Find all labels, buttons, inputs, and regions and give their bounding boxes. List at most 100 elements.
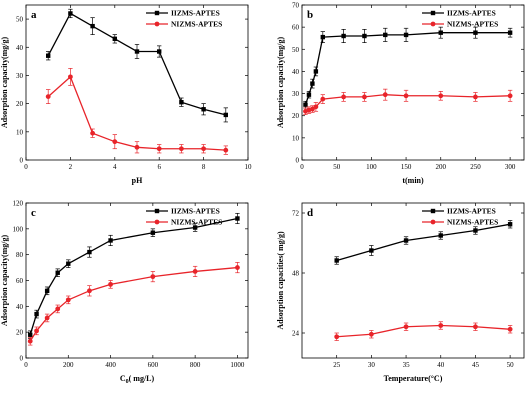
x-tick-label: 200 xyxy=(436,163,447,171)
series-line xyxy=(29,217,238,335)
x-tick-label: 0 xyxy=(24,361,28,369)
y-axis-title: Adsorption capacity(mg/g) xyxy=(0,235,9,327)
x-tick-label: 400 xyxy=(105,361,116,369)
data-point xyxy=(382,92,388,98)
data-point xyxy=(44,288,50,294)
data-point xyxy=(310,81,315,86)
data-point xyxy=(134,49,140,54)
x-tick-label: 4 xyxy=(113,163,117,171)
data-point xyxy=(403,324,409,330)
legend-label: IIZMS-APTES xyxy=(447,207,496,216)
data-point xyxy=(134,144,140,150)
panel-letter: a xyxy=(31,9,37,21)
legend-marker xyxy=(154,219,160,225)
x-tick-label: 150 xyxy=(401,163,412,171)
x-tick-label: 250 xyxy=(470,163,481,171)
y-tick-label: 30 xyxy=(16,72,24,80)
data-point xyxy=(235,216,240,221)
legend-label: NIZMS-APTES xyxy=(171,20,222,29)
data-point xyxy=(46,53,51,58)
x-tick-label: 300 xyxy=(505,163,516,171)
chart-panel-b: 0 50 100 150 200 250 300 0 10 20 30 40 50 60 70 b t(min)… xyxy=(276,2,525,185)
data-point xyxy=(68,11,73,16)
y-tick-label: 100 xyxy=(13,225,24,233)
y-tick-label: 70 xyxy=(292,2,300,10)
x-axis-title: t(min) xyxy=(402,176,424,185)
data-point xyxy=(368,331,374,337)
data-point xyxy=(179,146,184,152)
data-point xyxy=(192,269,198,274)
data-point xyxy=(150,274,156,280)
plot-frame xyxy=(25,4,249,161)
y-tick-label: 60 xyxy=(16,277,24,285)
data-point xyxy=(65,297,71,303)
data-point xyxy=(44,315,50,321)
y-tick-label: 10 xyxy=(292,134,300,142)
y-tick-label: 20 xyxy=(292,112,300,120)
data-point xyxy=(438,323,444,328)
legend-entry: NIZMS-APTES xyxy=(146,218,222,227)
data-point xyxy=(341,94,347,100)
data-point xyxy=(108,281,113,287)
x-axis-title: pH xyxy=(132,176,143,185)
data-point xyxy=(68,74,73,80)
x-tick-label: 25 xyxy=(333,361,341,369)
series-line xyxy=(336,223,511,262)
y-tick-label: 48 xyxy=(292,270,300,278)
data-point xyxy=(201,107,206,112)
data-point xyxy=(473,228,478,233)
x-tick-label: 600 xyxy=(148,361,159,369)
legend-marker xyxy=(154,21,160,27)
data-point xyxy=(438,30,443,35)
panel-letter: b xyxy=(307,9,313,21)
data-point xyxy=(90,130,95,136)
data-point xyxy=(90,23,95,29)
chart-panel-c: 0 200 400 600 800 1000 0 20 40 60 80 100 120 c C0( mg/… xyxy=(0,200,249,385)
data-point xyxy=(27,338,33,344)
data-point xyxy=(320,34,326,40)
data-point xyxy=(403,32,409,38)
y-tick-label: 20 xyxy=(16,100,24,108)
x-tick-label: 40 xyxy=(437,361,445,369)
data-point xyxy=(334,258,339,263)
data-point xyxy=(403,93,409,99)
legend-label: IIZMS-APTES xyxy=(171,207,220,216)
series-line xyxy=(304,32,511,105)
y-tick-label: 24 xyxy=(292,330,300,338)
series-NIZMS-APTES xyxy=(303,88,513,115)
y-tick-label: 120 xyxy=(13,200,24,208)
y-axis-title: Adsorption capacity(mg/g) xyxy=(0,37,9,129)
y-tick-label: 60 xyxy=(292,24,300,32)
data-point xyxy=(156,146,162,152)
x-tick-label: 50 xyxy=(333,163,341,171)
x-tick-label: 0 xyxy=(300,163,304,171)
legend-entry: IIZMS-APTES xyxy=(146,207,220,216)
data-point xyxy=(34,311,39,317)
y-axis-title: Adsorption capacities( mg/g) xyxy=(276,231,285,330)
series-line xyxy=(29,266,238,342)
data-point xyxy=(320,96,326,102)
x-tick-label: 50 xyxy=(507,361,515,369)
x-tick-label: 30 xyxy=(368,361,376,369)
plot-frame xyxy=(301,4,525,161)
legend-label: NIZMS-APTES xyxy=(171,218,222,227)
data-point xyxy=(306,92,312,97)
data-point xyxy=(34,328,39,334)
legend-entry: IIZMS-APTES xyxy=(422,9,496,18)
series-line xyxy=(336,324,511,338)
series-IIZMS-APTES xyxy=(303,26,513,109)
y-tick-label: 80 xyxy=(16,251,24,259)
y-tick-label: 50 xyxy=(16,16,24,24)
data-point xyxy=(303,102,308,107)
panel-letter: c xyxy=(31,207,36,219)
series-NIZMS-APTES xyxy=(334,321,513,341)
data-point xyxy=(112,36,117,42)
series-IIZMS-APTES xyxy=(46,8,228,123)
data-point xyxy=(45,94,51,99)
data-point xyxy=(507,222,513,227)
data-point xyxy=(473,30,478,35)
data-point xyxy=(362,33,367,39)
legend-entry: NIZMS-APTES xyxy=(146,20,222,29)
data-point xyxy=(362,94,367,100)
data-point xyxy=(179,100,184,105)
